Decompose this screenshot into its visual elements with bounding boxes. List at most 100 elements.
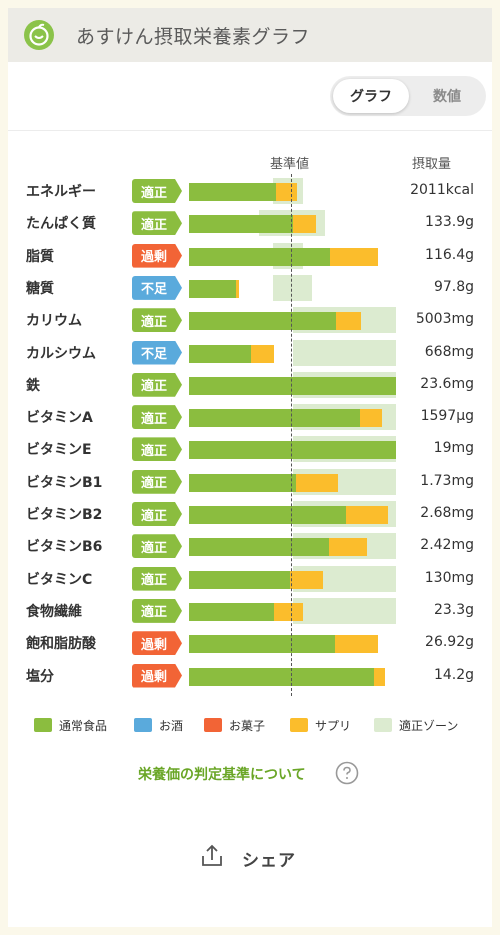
nutrient-name: 飽和脂肪酸 xyxy=(26,636,96,653)
nutrient-name: カリウム xyxy=(26,313,82,330)
proper-zone xyxy=(273,274,312,301)
legend-item-sweets: お菓子 xyxy=(204,715,265,735)
bar-supplement xyxy=(330,247,379,266)
nutrient-row: ビタミンB2 適正 2.68mg xyxy=(8,501,492,527)
nutrient-name: ビタミンB2 xyxy=(26,507,103,523)
nutrient-row: カルシウム 不足 668mg xyxy=(8,339,492,366)
bar-supplement xyxy=(374,667,385,686)
status-badge: 適正 xyxy=(132,598,182,623)
nutrient-row: 塩分 過剰 14.2g xyxy=(8,663,492,689)
intake-value: 2.42mg xyxy=(420,537,474,554)
bar-track xyxy=(189,274,396,301)
intake-value: 14.2g xyxy=(433,666,474,683)
intake-value: 26.92g xyxy=(425,634,474,651)
bar-track xyxy=(189,501,396,527)
status-badge: 適正 xyxy=(132,534,182,559)
nutrient-name: ビタミンE xyxy=(26,442,92,459)
bar-track xyxy=(189,597,396,624)
app-header: あすけん摂取栄養素グラフ xyxy=(8,8,492,62)
criteria-link[interactable]: 栄養価の判定基準について xyxy=(138,767,306,783)
bar-normal-food xyxy=(189,667,375,686)
bar-normal-food xyxy=(189,183,277,201)
intake-value: 5003mg xyxy=(415,311,474,328)
bar-supplement xyxy=(329,538,367,557)
nutrient-name: 食物繊維 xyxy=(26,603,82,620)
legend-item-normal-food: 通常食品 xyxy=(34,715,107,735)
nutrient-row: エネルギー 適正 2011kcal xyxy=(8,178,492,204)
bar-track xyxy=(189,468,396,495)
bar-track xyxy=(189,533,396,560)
status-badge: 不足 xyxy=(132,275,182,300)
legend-item-supplement: サプリ xyxy=(290,715,351,735)
nutrient-row: ビタミンB1 適正 1.73mg xyxy=(8,468,492,495)
nutrient-name: 糖質 xyxy=(26,280,54,297)
nutrient-name: 塩分 xyxy=(26,668,54,685)
bar-normal-food xyxy=(189,376,396,395)
legend-label: お菓子 xyxy=(229,718,266,733)
intake-value: 23.6mg xyxy=(420,375,474,392)
proper-zone xyxy=(293,597,396,624)
status-badge: 過剰 xyxy=(132,243,182,268)
bar-track xyxy=(189,210,396,237)
nutrient-row: ビタミンC 適正 130mg xyxy=(8,565,492,592)
share-upload-icon xyxy=(198,842,226,870)
bar-track xyxy=(189,404,396,431)
bar-track xyxy=(189,663,396,689)
intake-value: 1.73mg xyxy=(420,472,474,489)
bar-normal-food xyxy=(189,506,347,524)
status-badge: 適正 xyxy=(132,372,182,397)
intake-value: 19mg xyxy=(433,440,474,457)
status-badge: 適正 xyxy=(132,179,182,203)
bar-track xyxy=(189,371,396,398)
bar-track xyxy=(189,630,396,656)
page-title: あすけん摂取栄養素グラフ xyxy=(76,26,311,48)
nutrient-row: ビタミンB6 適正 2.42mg xyxy=(8,533,492,560)
bar-supplement xyxy=(335,312,361,331)
nutrient-row: 飽和脂肪酸 過剰 26.92g xyxy=(8,630,492,656)
divider xyxy=(8,130,492,131)
status-badge: 適正 xyxy=(132,469,182,494)
bar-supplement xyxy=(235,279,239,298)
legend-label: サプリ xyxy=(315,718,352,733)
proper-zone xyxy=(293,339,396,366)
column-header-intake: 摂取量 xyxy=(412,157,452,172)
legend-swatch xyxy=(204,718,222,732)
question-circle-icon[interactable] xyxy=(335,761,359,785)
share-button[interactable]: シェア xyxy=(194,840,318,874)
view-toggle[interactable]: グラフ 数値 xyxy=(330,76,486,116)
tab-values[interactable]: 数値 xyxy=(433,89,461,105)
chart-legend: 通常食品 お酒 お菓子 サプリ 適正ゾーン xyxy=(34,715,474,735)
bar-normal-food xyxy=(189,473,297,492)
tab-graph[interactable]: グラフ xyxy=(333,79,409,113)
bar-track xyxy=(189,307,396,334)
intake-value: 130mg xyxy=(424,569,474,586)
bar-supplement xyxy=(251,344,275,363)
nutrient-row: 鉄 適正 23.6mg xyxy=(8,371,492,398)
nutrient-name: 脂質 xyxy=(26,248,54,265)
legend-swatch xyxy=(34,718,52,732)
bar-normal-food xyxy=(189,441,396,460)
legend-swatch xyxy=(290,718,308,732)
nutrient-name: ビタミンB6 xyxy=(26,539,103,556)
bar-normal-food xyxy=(189,538,330,557)
bar-supplement xyxy=(346,506,388,524)
nutrient-name: エネルギー xyxy=(26,184,96,200)
bar-supplement xyxy=(293,215,316,234)
intake-value: 2.68mg xyxy=(420,505,474,521)
nutrient-row: 脂質 過剰 116.4g xyxy=(8,242,492,269)
nutrient-row: ビタミンA 適正 1597μg xyxy=(8,404,492,431)
bar-track xyxy=(189,436,396,463)
baseline-line xyxy=(291,174,292,696)
asken-logo-icon xyxy=(24,20,54,50)
bar-supplement xyxy=(274,602,304,621)
nutrient-row: ビタミンE 適正 19mg xyxy=(8,436,492,463)
intake-value: 97.8g xyxy=(433,278,474,295)
intake-value: 1597μg xyxy=(420,408,474,425)
nutrient-row: カリウム 適正 5003mg xyxy=(8,307,492,334)
bar-track xyxy=(189,339,396,366)
nutrient-name: たんぱく質 xyxy=(26,216,96,233)
graph-card: あすけん摂取栄養素グラフ グラフ 数値 基準値 摂取量 エネルギー 適正 2011k… xyxy=(8,8,492,927)
bar-supplement xyxy=(359,409,383,428)
intake-value: 116.4g xyxy=(425,246,474,263)
nutrient-row: 食物繊維 適正 23.3g xyxy=(8,597,492,624)
